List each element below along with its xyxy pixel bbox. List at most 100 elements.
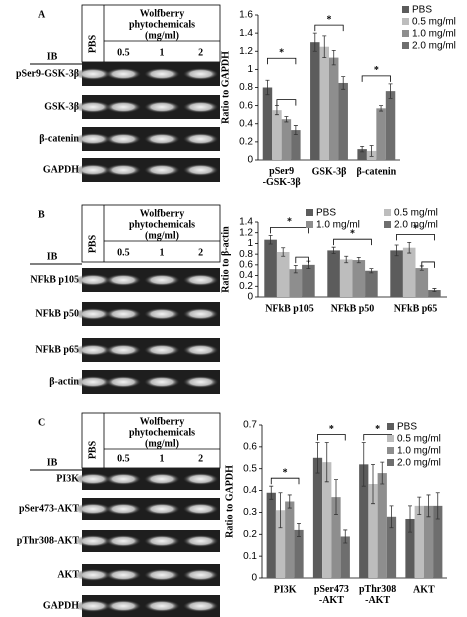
y-tick-label: 0.4 [239, 270, 253, 281]
treatment-label: (mg/ml) [145, 438, 179, 449]
error-bar [369, 268, 374, 274]
y-tick-label: 0.6 [239, 259, 253, 270]
legend-swatch [402, 30, 409, 37]
blot-band [144, 274, 180, 286]
error-bar [361, 442, 366, 487]
blot-band [182, 503, 219, 515]
blot-band [75, 164, 111, 176]
significance-star: * [287, 217, 292, 228]
blot-band [75, 473, 111, 485]
legend-swatch [387, 447, 394, 454]
y-tick-label: 1.2 [239, 46, 253, 57]
error-bar [380, 461, 385, 485]
error-bar [297, 522, 301, 537]
dose-label: 2 [198, 47, 203, 58]
error-bar [394, 244, 399, 257]
control-label: PBS [87, 34, 98, 53]
ib-label: IB [47, 251, 58, 262]
legend-swatch [306, 221, 313, 228]
panel-letter: C [38, 417, 45, 428]
treatment-label: Wolfberry [140, 208, 184, 219]
x-tick-label: AKT [413, 584, 435, 595]
significance-star: * [375, 424, 380, 435]
error-bar [315, 442, 320, 474]
bar [405, 518, 415, 578]
x-tick-label: pSer473 -AKT [314, 584, 349, 606]
legend-label: 2.0 mg/ml [397, 458, 441, 469]
blot-band [144, 164, 180, 176]
dose-label: 2 [198, 247, 203, 258]
bar [275, 510, 286, 578]
control-label: PBS [87, 440, 98, 459]
bar [359, 464, 369, 578]
legend-swatch [402, 42, 409, 49]
legend-label: 0.5 mg/ml [397, 434, 441, 445]
treatment-label: Wolfberry [140, 416, 184, 427]
bar [329, 57, 339, 160]
y-tick-label: 0.3 [243, 507, 257, 518]
blot-band [75, 600, 111, 612]
legend-label: PBS [316, 208, 336, 219]
blot-band [144, 600, 180, 612]
blot-label: pSer473-AKT [19, 503, 79, 514]
significance-bracket [361, 75, 391, 82]
blot-label: GSK-3β [44, 101, 79, 112]
y-tick-label: 1 [247, 64, 253, 75]
y-axis-label: Ratio to GAPDH [224, 465, 235, 538]
blot-band [144, 569, 180, 581]
error-bar [334, 479, 338, 516]
dose-label: 1 [160, 453, 165, 464]
bar [415, 268, 429, 297]
significance-star: * [279, 48, 284, 59]
treatment-label: phytochemicals [129, 19, 195, 30]
x-tick-label: pThr308 -AKT [359, 584, 396, 606]
ib-label: IB [47, 51, 58, 62]
bar [322, 462, 332, 578]
legend-swatch [387, 423, 394, 430]
legend-swatch [387, 459, 394, 466]
blot-band [105, 473, 142, 485]
error-bar [265, 79, 270, 96]
blot-band [182, 164, 219, 176]
blot-band [182, 133, 219, 145]
error-bar [322, 35, 327, 58]
blot-band [105, 164, 142, 176]
error-bar [356, 256, 361, 264]
bar [272, 110, 282, 160]
y-tick-label: 0.6 [243, 441, 257, 452]
bar [331, 497, 341, 578]
blot-band [75, 535, 111, 547]
blot-band [75, 133, 111, 145]
bar [338, 82, 348, 160]
y-tick-label: 1.2 [239, 227, 253, 238]
error-bar [278, 492, 283, 529]
y-tick-label: 1.4 [239, 28, 253, 39]
treatment-label: phytochemicals [129, 219, 195, 230]
blot-band [144, 308, 180, 320]
y-tick-label: 0.2 [239, 281, 253, 292]
x-tick-label: PI3K [274, 584, 297, 595]
blot-band [182, 535, 219, 547]
blot-band [182, 376, 219, 388]
blot-band [182, 569, 219, 581]
error-bar [281, 247, 286, 257]
y-tick-label: 0 [251, 573, 257, 584]
blot-band [105, 344, 142, 356]
error-bar [269, 485, 274, 500]
y-tick-label: 1.4 [239, 217, 253, 228]
blot-band [105, 133, 142, 145]
significance-bracket [396, 233, 435, 241]
blot-band [144, 376, 180, 388]
bar [428, 290, 441, 297]
bar [262, 87, 273, 160]
legend-label: 1.0 mg/ml [412, 29, 456, 40]
legend-swatch [402, 6, 409, 13]
bar [365, 270, 378, 297]
blot-band [182, 473, 219, 485]
blot-band [75, 344, 111, 356]
significance-bracket [276, 99, 297, 106]
treatment-label: phytochemicals [129, 427, 195, 438]
y-tick-label: 0.4 [243, 485, 257, 496]
blot-band [105, 600, 142, 612]
